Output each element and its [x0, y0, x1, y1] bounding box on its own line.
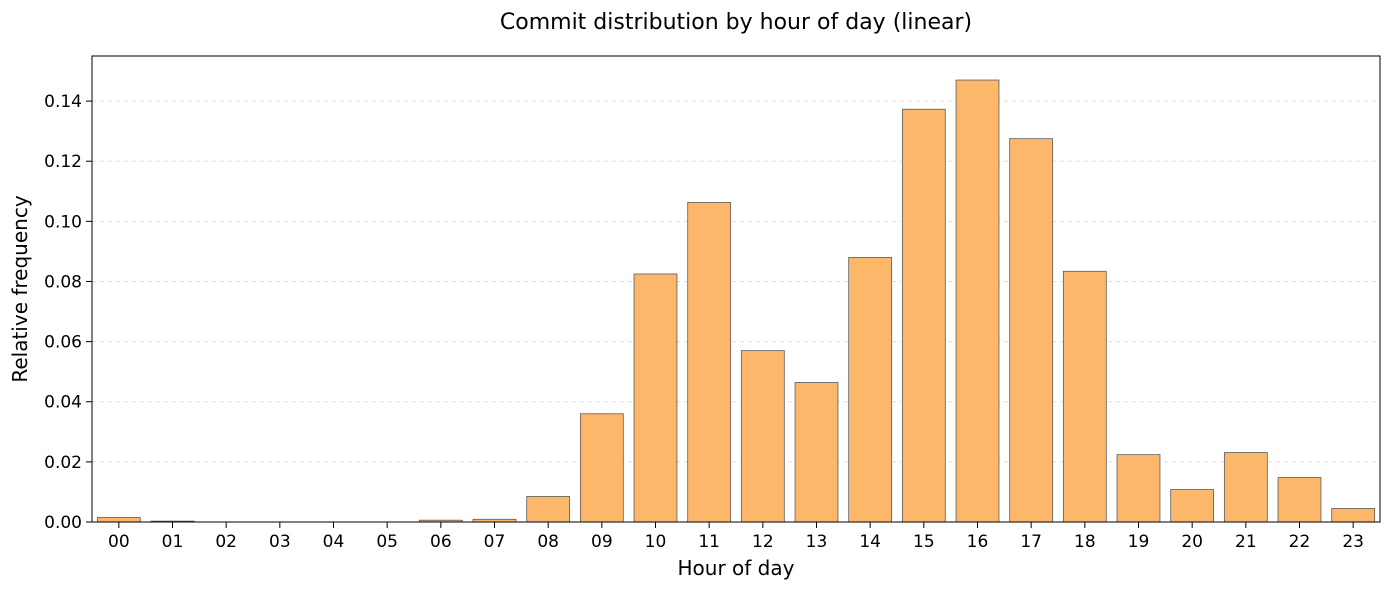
- bar-09: [579, 413, 624, 523]
- x-tick-label: 18: [1074, 532, 1096, 552]
- x-tick-label: 07: [484, 532, 506, 552]
- y-tick-label: 0.00: [44, 513, 82, 533]
- chart-title: Commit distribution by hour of day (line…: [500, 10, 972, 35]
- x-tick-label: 08: [537, 532, 559, 552]
- y-tick-label: 0.02: [44, 453, 82, 473]
- y-axis-label: Relative frequency: [8, 195, 32, 382]
- bar-14: [848, 257, 893, 523]
- y-tick-label: 0.12: [44, 152, 82, 172]
- y-axis: 0.00 0.02 0.04 0.06 0.08 0.10 0.12 0.14: [44, 92, 92, 533]
- x-tick-label: 02: [215, 532, 237, 552]
- grid-lines: [92, 100, 1380, 463]
- x-tick-label: 22: [1289, 532, 1311, 552]
- x-tick-label: 12: [752, 532, 774, 552]
- x-tick-label: 16: [967, 532, 989, 552]
- bar-20: [1170, 489, 1215, 523]
- x-tick-label: 21: [1235, 532, 1257, 552]
- y-tick-label: 0.10: [44, 212, 82, 232]
- bar-21: [1223, 452, 1268, 523]
- bar-11: [687, 202, 732, 523]
- x-tick-label: 00: [108, 532, 130, 552]
- bar-00: [96, 517, 141, 523]
- bar-13: [794, 382, 839, 523]
- x-tick-label: 20: [1181, 532, 1203, 552]
- bar-17: [1009, 138, 1054, 523]
- x-tick-label: 03: [269, 532, 291, 552]
- bar-22: [1277, 477, 1322, 523]
- bar-16: [955, 79, 1000, 523]
- y-tick-label: 0.14: [44, 92, 82, 112]
- y-tick-label: 0.04: [44, 393, 82, 413]
- bar-10: [633, 273, 678, 523]
- x-tick-label: 23: [1342, 532, 1364, 552]
- bar-12: [740, 350, 785, 523]
- plot-frame: [91, 55, 1381, 523]
- y-tick-label: 0.06: [44, 333, 82, 353]
- bar-18: [1062, 270, 1107, 523]
- bar-15: [901, 108, 946, 523]
- x-tick-label: 15: [913, 532, 935, 552]
- bar-08: [526, 496, 571, 523]
- x-tick-label: 06: [430, 532, 452, 552]
- x-tick-label: 13: [806, 532, 828, 552]
- x-tick-label: 14: [859, 532, 881, 552]
- bar-19: [1116, 454, 1161, 523]
- x-tick-label: 17: [1020, 532, 1042, 552]
- bars: [96, 79, 1376, 523]
- x-tick-label: 09: [591, 532, 613, 552]
- x-tick-label: 01: [162, 532, 184, 552]
- x-tick-label: 19: [1128, 532, 1150, 552]
- x-axis-label: Hour of day: [678, 556, 795, 580]
- x-tick-label: 11: [698, 532, 720, 552]
- x-tick-label: 04: [323, 532, 345, 552]
- bar-23: [1331, 508, 1376, 523]
- x-tick-label: 10: [645, 532, 667, 552]
- y-tick-label: 0.08: [44, 272, 82, 292]
- x-tick-label: 05: [376, 532, 398, 552]
- x-axis: 00 01 02 03 04 05 06 07 08 09 10 11 12 13 14 15 16 17 18 19…: [108, 522, 1364, 552]
